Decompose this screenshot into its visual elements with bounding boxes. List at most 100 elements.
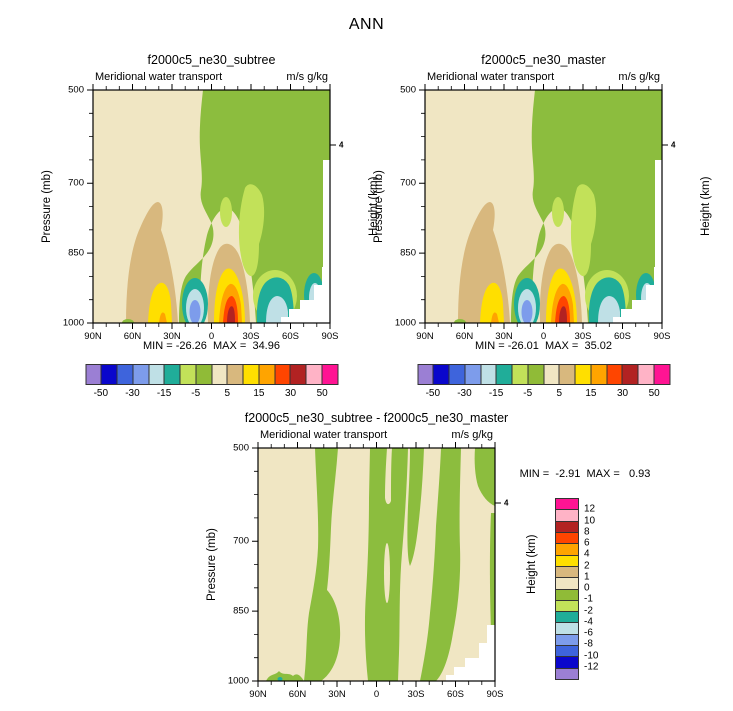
- x-tick-label: 30S: [242, 331, 260, 342]
- colorbar: [417, 364, 670, 385]
- colorbar-label: -50: [93, 388, 109, 399]
- x-tick-label: 90N: [249, 689, 267, 700]
- colorbar-label: -15: [156, 388, 172, 399]
- colorbar-cell: [448, 365, 465, 384]
- colorbar-label: 0: [584, 582, 590, 594]
- colorbar-label: -8: [584, 638, 593, 650]
- y-tick-label: 1000: [394, 317, 416, 329]
- colorbar-label: 50: [648, 388, 660, 399]
- pressure-axis-label: Pressure (mb): [206, 528, 218, 601]
- colorbar-label: 30: [285, 388, 297, 399]
- colorbar-cell: [418, 365, 433, 384]
- height-tick-label: 4: [504, 498, 509, 508]
- y-tick-label: 1000: [62, 317, 84, 329]
- colorbar-cell: [179, 365, 196, 384]
- colorbar-cell: [195, 365, 211, 384]
- colorbar-cell: [556, 499, 578, 510]
- panel-master: f2000c5_ne30_master Meridional water tra…: [373, 53, 712, 399]
- colorbar-cell: [653, 365, 669, 384]
- x-tick-label: 0: [540, 331, 547, 342]
- y-tick-label: 850: [400, 247, 416, 259]
- colorbar-label: 1: [584, 571, 590, 583]
- colorbar-cell: [132, 365, 148, 384]
- colorbar-label: 15: [253, 388, 265, 399]
- colorbar-cell: [556, 509, 578, 521]
- colorbar-cell: [556, 543, 578, 555]
- colorbar-label: 15: [585, 388, 597, 399]
- colorbar-cell: [556, 611, 578, 623]
- x-tick-label: 90N: [84, 331, 102, 342]
- x-tick-label: 60N: [455, 331, 474, 342]
- colorbar-cell: [289, 365, 306, 384]
- colorbar-cell: [86, 365, 101, 384]
- y-tick-label: 1000: [227, 675, 249, 687]
- subtitle-variable: Meridional water transport: [427, 71, 555, 83]
- x-tick-label: 60S: [282, 331, 299, 342]
- colorbar-cell: [556, 565, 578, 578]
- colorbar-label: -5: [191, 388, 201, 399]
- colorbar-cell: [556, 577, 578, 589]
- subtitle-variable: Meridional water transport: [95, 71, 223, 83]
- x-tick-label: 90S: [486, 689, 504, 700]
- y-tick-label: 700: [400, 177, 416, 189]
- min-max-readout: MIN = -26.01 MAX = 35.02: [475, 340, 612, 352]
- colorbar-cell: [321, 365, 337, 384]
- colorbar-cell: [511, 365, 528, 384]
- contour-plot: [418, 83, 669, 323]
- colorbar-cell: [258, 365, 274, 384]
- colorbar-cell: [116, 365, 133, 384]
- x-tick-label: 60S: [447, 689, 464, 700]
- colorbar-cell: [556, 599, 578, 612]
- colorbar-labels: -50 -30 -15 -5 5 15 30 50: [417, 388, 670, 402]
- colorbar-label: 12: [584, 503, 596, 515]
- x-tick-label: 60N: [123, 331, 142, 342]
- colorbar-label: 10: [584, 515, 596, 526]
- colorbar-label: -50: [425, 388, 441, 399]
- x-tick-label: 60S: [614, 331, 631, 342]
- pressure-axis-label: Pressure (mb): [373, 170, 385, 243]
- colorbar-cell: [527, 365, 543, 384]
- colorbar-cell: [574, 365, 591, 384]
- colorbar-cell: [556, 622, 578, 634]
- x-tick-label: 60N: [288, 689, 307, 700]
- y-tick-label: 500: [233, 442, 249, 454]
- contour-plot: [86, 83, 337, 323]
- page-title: ANN: [348, 16, 385, 33]
- colorbar-cell: [495, 365, 512, 384]
- pressure-axis-label: Pressure (mb): [41, 170, 53, 243]
- y-tick-label: 700: [68, 177, 84, 189]
- colorbar-cell: [556, 645, 578, 657]
- x-tick-label: 90N: [416, 331, 434, 342]
- y-tick-label: 850: [68, 247, 84, 259]
- min-max-readout-diff: MIN = -2.91 MAX = 0.93: [519, 468, 651, 480]
- y-tick-label: 700: [233, 535, 249, 547]
- x-tick-label: 30N: [495, 331, 513, 342]
- colorbar-cell: [556, 656, 578, 668]
- colorbar-label: 50: [316, 388, 328, 399]
- subtitle-units: m/s g/kg: [451, 429, 493, 441]
- colorbar-block: -50 -30 -15 -5 5 15 30 50: [417, 364, 670, 402]
- y-tick-labels: 500 700 850 1000: [386, 85, 416, 329]
- colorbar-cell: [556, 520, 578, 532]
- contour-plot: [251, 441, 502, 688]
- height-tick-label: 4: [671, 140, 676, 150]
- y-tick-labels: 500 700 850 1000: [54, 85, 84, 329]
- diff-colorbar-block: 12 10 8 6 4 2 1 0 -1 -2 -4 -6 -8 -10 -12: [555, 498, 598, 680]
- colorbar-cell: [211, 365, 227, 384]
- colorbar-cell: [464, 365, 480, 384]
- colorbar-cell: [432, 365, 449, 384]
- height-tick-label: 4: [339, 140, 344, 150]
- colorbar-cell: [556, 667, 578, 679]
- colorbar-cell: [163, 365, 180, 384]
- x-tick-label: 30N: [163, 331, 181, 342]
- colorbar-label: -30: [125, 388, 140, 399]
- colorbar-label: 2: [584, 560, 590, 571]
- colorbar-cell: [556, 633, 578, 646]
- colorbar-cell: [621, 365, 638, 384]
- colorbar-block: -50 -30 -15 -5 5 15 30 50: [85, 364, 338, 402]
- colorbar-labels: -50 -30 -15 -5 5 15 30 50: [85, 388, 338, 402]
- subtitle-variable: Meridional water transport: [260, 429, 388, 441]
- panel-title: f2000c5_ne30_subtree: [147, 53, 276, 67]
- y-tick-label: 500: [68, 84, 84, 96]
